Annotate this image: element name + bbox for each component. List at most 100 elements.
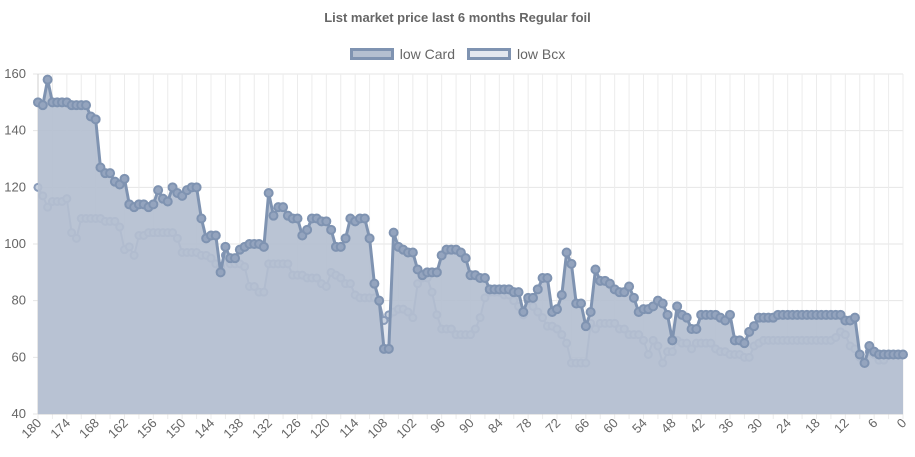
data-point [854, 349, 865, 360]
data-point [849, 312, 860, 323]
x-tick-label: 78 [514, 415, 535, 436]
data-point [527, 292, 538, 303]
x-tick-label: 168 [76, 415, 102, 441]
data-point [37, 100, 48, 111]
data-point [210, 230, 221, 241]
data-point [479, 273, 490, 283]
x-tick-label: 54 [629, 415, 650, 436]
data-point [191, 182, 202, 193]
data-point [268, 210, 279, 221]
x-tick-label: 108 [364, 415, 390, 441]
data-point [749, 321, 760, 332]
data-point [258, 241, 269, 252]
data-point [81, 100, 92, 111]
legend-swatch-low-card [349, 48, 394, 60]
x-tick-label: 72 [543, 415, 564, 436]
x-tick-label: 66 [571, 415, 592, 436]
data-point [90, 114, 101, 125]
x-tick-label: 6 [865, 415, 881, 431]
data-point [672, 301, 683, 312]
y-tick-label: 140 [4, 123, 26, 138]
data-point [725, 309, 735, 320]
data-point [369, 278, 380, 289]
data-point [196, 213, 207, 224]
data-point [119, 173, 130, 184]
y-tick-label: 40 [12, 406, 26, 421]
legend-item-low-card[interactable]: low Card [349, 46, 455, 62]
x-tick-label: 156 [134, 415, 160, 441]
data-point [42, 74, 53, 85]
data-point [278, 202, 289, 213]
data-point [576, 298, 587, 309]
x-tick-label: 102 [393, 415, 419, 441]
data-point [383, 343, 394, 354]
x-tick-label: 30 [744, 415, 765, 436]
x-tick-label: 138 [220, 415, 246, 441]
data-point [532, 284, 543, 295]
x-tick-label: 36 [716, 415, 737, 436]
data-point [388, 227, 399, 238]
data-point [542, 273, 553, 283]
data-point [580, 321, 591, 332]
x-tick-label: 162 [105, 415, 131, 441]
data-point [374, 295, 385, 306]
x-tick-label: 90 [456, 415, 477, 436]
data-point [148, 199, 159, 210]
data-point [898, 349, 908, 360]
data-point [263, 188, 274, 198]
data-point [215, 267, 226, 278]
x-tick-label: 42 [687, 415, 708, 436]
data-point [556, 290, 567, 300]
data-point [691, 324, 702, 334]
data-point [153, 185, 164, 196]
data-point [302, 224, 313, 235]
x-tick-label: 60 [600, 415, 621, 436]
x-tick-label: 12 [831, 415, 852, 436]
data-point [552, 304, 562, 315]
data-point [431, 267, 442, 278]
x-tick-label: 126 [278, 415, 304, 441]
data-point [407, 247, 418, 258]
x-tick-label: 0 [894, 415, 910, 431]
y-tick-label: 120 [4, 179, 26, 194]
data-point [513, 287, 524, 298]
data-point [739, 338, 750, 349]
data-point [326, 224, 337, 235]
data-point [335, 241, 346, 252]
x-tick-label: 120 [307, 415, 333, 441]
data-point [859, 358, 870, 368]
y-tick-label: 80 [12, 293, 26, 308]
data-point [667, 335, 678, 346]
data-point [566, 258, 577, 269]
x-tick-label: 114 [336, 415, 361, 440]
y-tick-label: 60 [12, 349, 26, 364]
data-point [681, 312, 692, 323]
legend-label-low-card: low Card [399, 46, 455, 62]
data-point [321, 216, 332, 227]
data-point [662, 309, 673, 320]
x-tick-label: 48 [658, 415, 679, 436]
data-point [230, 253, 241, 264]
data-point [561, 247, 572, 258]
x-tick-label: 18 [802, 415, 823, 436]
data-point [162, 196, 173, 207]
data-point [590, 264, 601, 275]
data-point [292, 213, 303, 224]
chart-legend: low Card low Bcx [0, 46, 915, 62]
x-tick-label: 84 [485, 415, 506, 436]
x-tick-label: 144 [191, 415, 217, 441]
data-point [359, 213, 370, 224]
legend-item-low-bcx[interactable]: low Bcx [467, 46, 565, 62]
x-tick-label: 132 [249, 415, 275, 441]
data-point [364, 233, 375, 244]
data-point [628, 292, 639, 303]
x-tick-label: 150 [163, 415, 189, 441]
y-tick-label: 100 [4, 236, 26, 251]
x-tick-label: 24 [773, 415, 794, 436]
data-point [518, 307, 529, 317]
data-point [460, 253, 471, 264]
data-point [624, 281, 635, 292]
legend-swatch-low-bcx [467, 48, 511, 60]
